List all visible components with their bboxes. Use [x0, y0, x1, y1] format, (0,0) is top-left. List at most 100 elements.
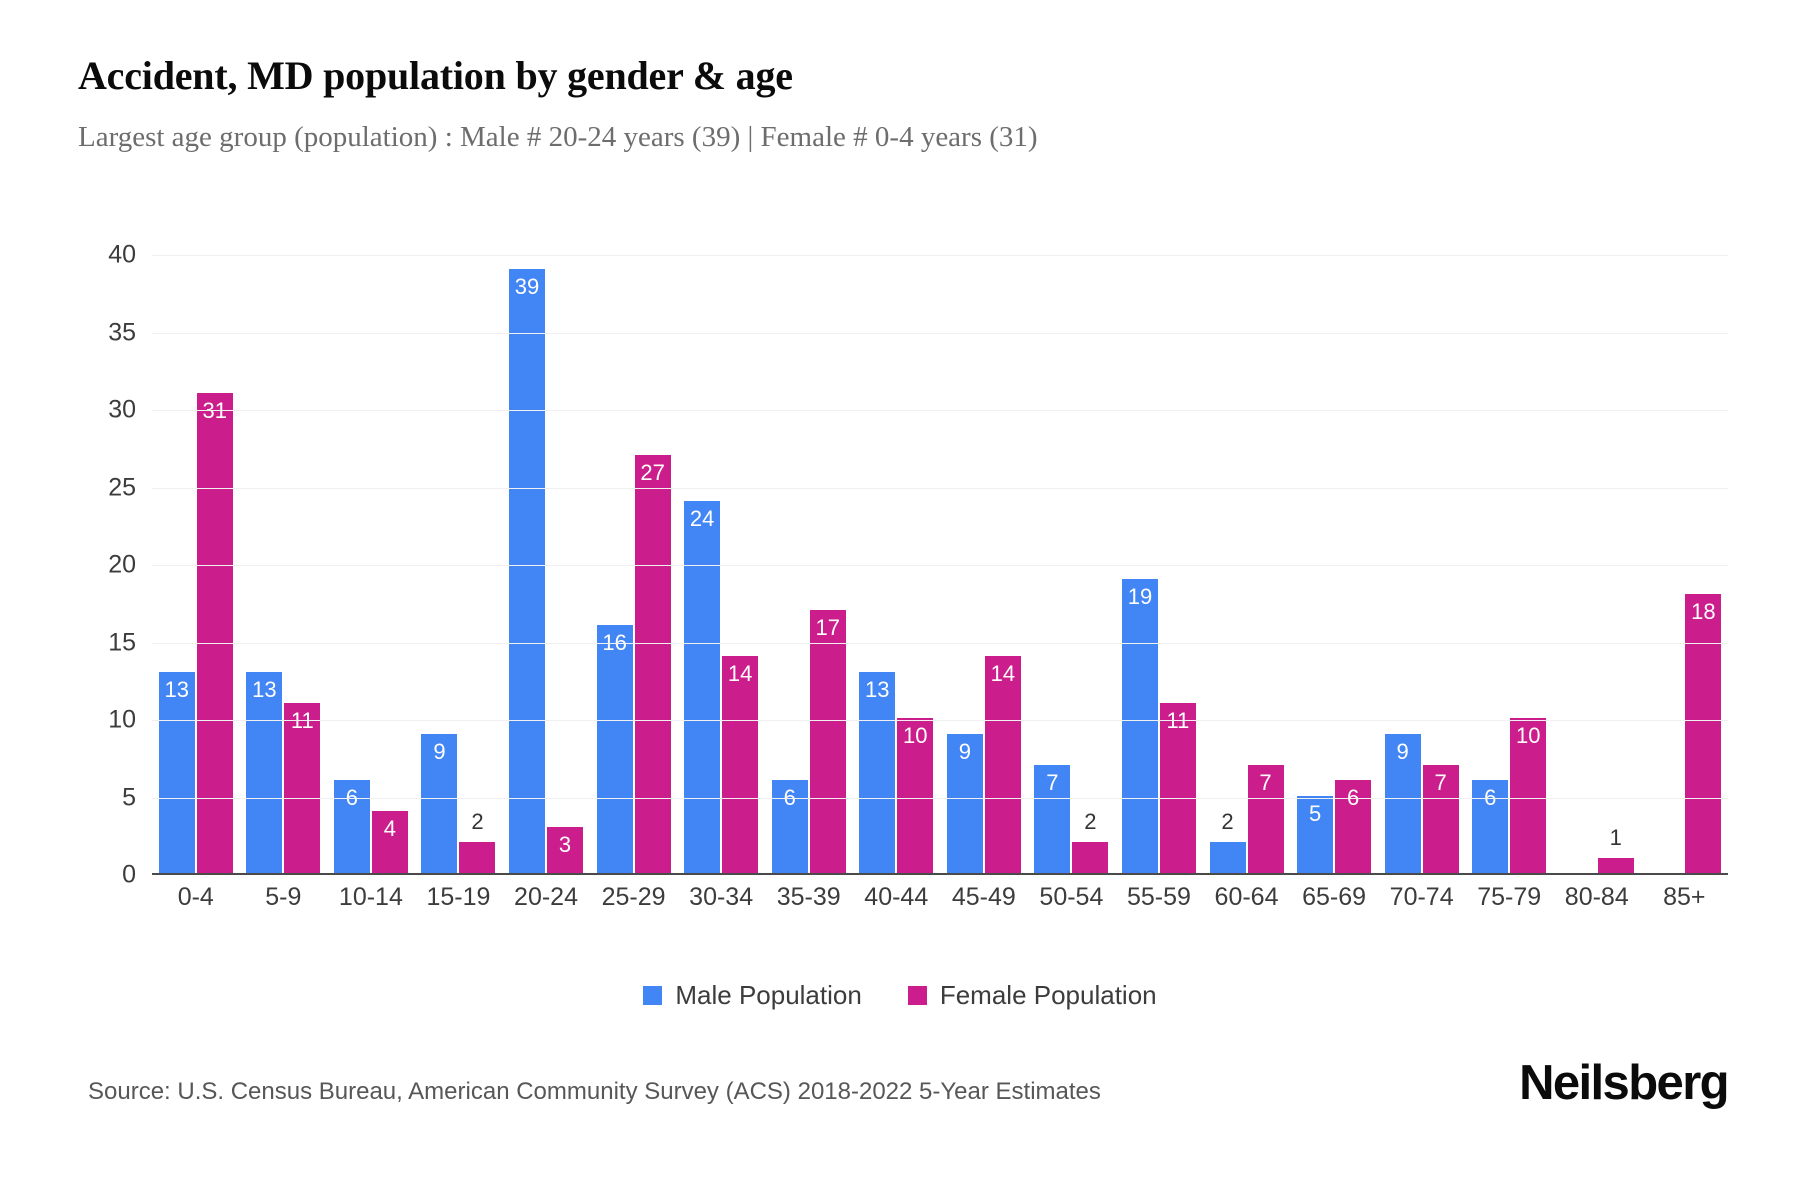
x-axis-tick-label: 55-59: [1126, 883, 1191, 911]
bar-value-label: 14: [727, 661, 753, 686]
x-axis-tick-label: 60-64: [1214, 883, 1279, 911]
bar[interactable]: 3: [547, 826, 584, 873]
x-axis-tick-label: 75-79: [1477, 883, 1542, 911]
chart-subtitle: Largest age group (population) : Male # …: [78, 121, 1038, 153]
bar-value-label: 19: [1127, 583, 1153, 609]
page-title: Accident, MD population by gender & age: [78, 53, 793, 98]
bar-group: 16 27: [590, 255, 678, 873]
bar[interactable]: 6: [333, 780, 370, 873]
bar-value-label: 13: [865, 676, 890, 702]
x-axis-tick-label: 40-44: [864, 883, 929, 911]
bar-value-label: 2: [1084, 809, 1097, 834]
bar[interactable]: 14: [722, 656, 759, 873]
square-swatch-icon: [907, 986, 927, 1005]
bar[interactable]: 2: [459, 811, 496, 873]
y-axis-tick-label: 15: [108, 628, 136, 656]
bar-group: 6 17: [765, 255, 853, 873]
gridline: [152, 255, 1728, 256]
bar[interactable]: 9: [1384, 733, 1421, 873]
bar-group: 39 3: [502, 255, 590, 873]
bar[interactable]: 39: [509, 268, 546, 873]
y-axis-tick-label: 5: [122, 783, 136, 811]
y-axis-tick-label: 40: [108, 240, 136, 269]
bar-value-label: 39: [514, 273, 540, 299]
bar-value-label: 10: [903, 723, 928, 748]
bar[interactable]: 10: [897, 718, 934, 873]
bar[interactable]: 11: [284, 702, 321, 873]
brand-logo: Neilsberg: [1519, 1056, 1730, 1110]
bar-group: 13 11: [240, 255, 328, 873]
bar[interactable]: 13: [859, 671, 896, 873]
bar[interactable]: 2: [1209, 811, 1246, 873]
bar-value-label: 5: [1308, 800, 1322, 826]
bar[interactable]: 27: [634, 454, 671, 873]
bar-group: 18: [1641, 255, 1729, 873]
x-axis-tick-label: 10-14: [338, 883, 403, 911]
bar-group: 1: [1553, 255, 1641, 873]
bar[interactable]: 6: [1472, 780, 1509, 873]
bar[interactable]: 14: [984, 656, 1021, 873]
bar-value-label: 7: [1259, 769, 1272, 795]
bar-value-label: 14: [990, 661, 1016, 686]
bar[interactable]: 4: [371, 811, 408, 873]
bar[interactable]: 13: [246, 671, 283, 873]
bar[interactable]: 16: [596, 625, 633, 873]
x-axis-tick-label: 15-19: [426, 883, 491, 911]
bar[interactable]: 2: [1072, 811, 1109, 873]
bar[interactable]: 9: [421, 733, 458, 873]
bar[interactable]: 7: [1422, 764, 1459, 873]
bar[interactable]: 31: [196, 392, 233, 873]
y-axis-tick-label: 25: [108, 473, 136, 501]
bar-value-label: 9: [1396, 738, 1409, 764]
source-note: Source: U.S. Census Bureau, American Com…: [88, 1078, 1101, 1105]
y-axis: 0 5 10 15 20 25 30 35 40: [78, 241, 136, 889]
bar[interactable]: 7: [1247, 764, 1284, 873]
bar[interactable]: 19: [1121, 578, 1158, 873]
bar[interactable]: 9: [946, 733, 983, 873]
legend-item[interactable]: Female Population: [907, 980, 1157, 1011]
x-axis-tick-label: 35-39: [776, 883, 841, 911]
bar-group: 13 10: [853, 255, 941, 873]
x-axis-tick-label: 30-34: [689, 883, 754, 911]
bar-value-label: 7: [1434, 769, 1447, 795]
bar-value-label: 18: [1691, 599, 1716, 624]
bar-value-label: 7: [1046, 769, 1059, 795]
x-axis-tick-label: 80-84: [1564, 883, 1629, 911]
chart-legend: Male Population Female Population: [0, 980, 1800, 1011]
gridline: [152, 720, 1728, 721]
gridline: [152, 332, 1728, 334]
legend-item[interactable]: Male Population: [643, 980, 862, 1011]
bar[interactable]: 6: [771, 780, 808, 873]
bar[interactable]: 6: [1335, 780, 1372, 873]
bar-groups: 13 31 13 11 6 4 9 2 39 3 16 27 24 14 6 17 13 10 9 14 7 2 19 11 2…: [152, 255, 1728, 873]
gridline: [152, 642, 1728, 644]
y-axis-tick-label: 30: [108, 395, 136, 424]
bar[interactable]: 13: [158, 671, 195, 873]
chart-header: Accident, MD population by gender & age …: [78, 50, 1728, 158]
x-axis-tick-label: 50-54: [1039, 883, 1104, 911]
gridline: [152, 487, 1728, 489]
bar[interactable]: 7: [1034, 764, 1071, 873]
bar[interactable]: 18: [1685, 594, 1722, 873]
y-axis-tick-label: 20: [108, 550, 136, 579]
bar[interactable]: 1: [1597, 826, 1634, 873]
plot-grid: 13 31 13 11 6 4 9 2 39 3 16 27 24 14 6 17 13 10 9 14 7 2 19 11 2…: [152, 255, 1728, 875]
x-axis-tick-label: 65-69: [1302, 883, 1367, 911]
legend-label: Male Population: [675, 980, 862, 1010]
bar-value-label: 2: [471, 809, 484, 834]
bar-value-label: 13: [252, 676, 277, 702]
bar[interactable]: 10: [1510, 718, 1547, 873]
bar-value-label: 2: [1221, 809, 1234, 834]
bar[interactable]: 24: [684, 501, 721, 873]
gridline: [152, 797, 1728, 799]
bar[interactable]: 11: [1159, 702, 1196, 873]
legend-label: Female Population: [939, 980, 1157, 1010]
bar[interactable]: 5: [1297, 795, 1334, 873]
bar[interactable]: 17: [809, 609, 846, 873]
gridline: [152, 565, 1728, 566]
